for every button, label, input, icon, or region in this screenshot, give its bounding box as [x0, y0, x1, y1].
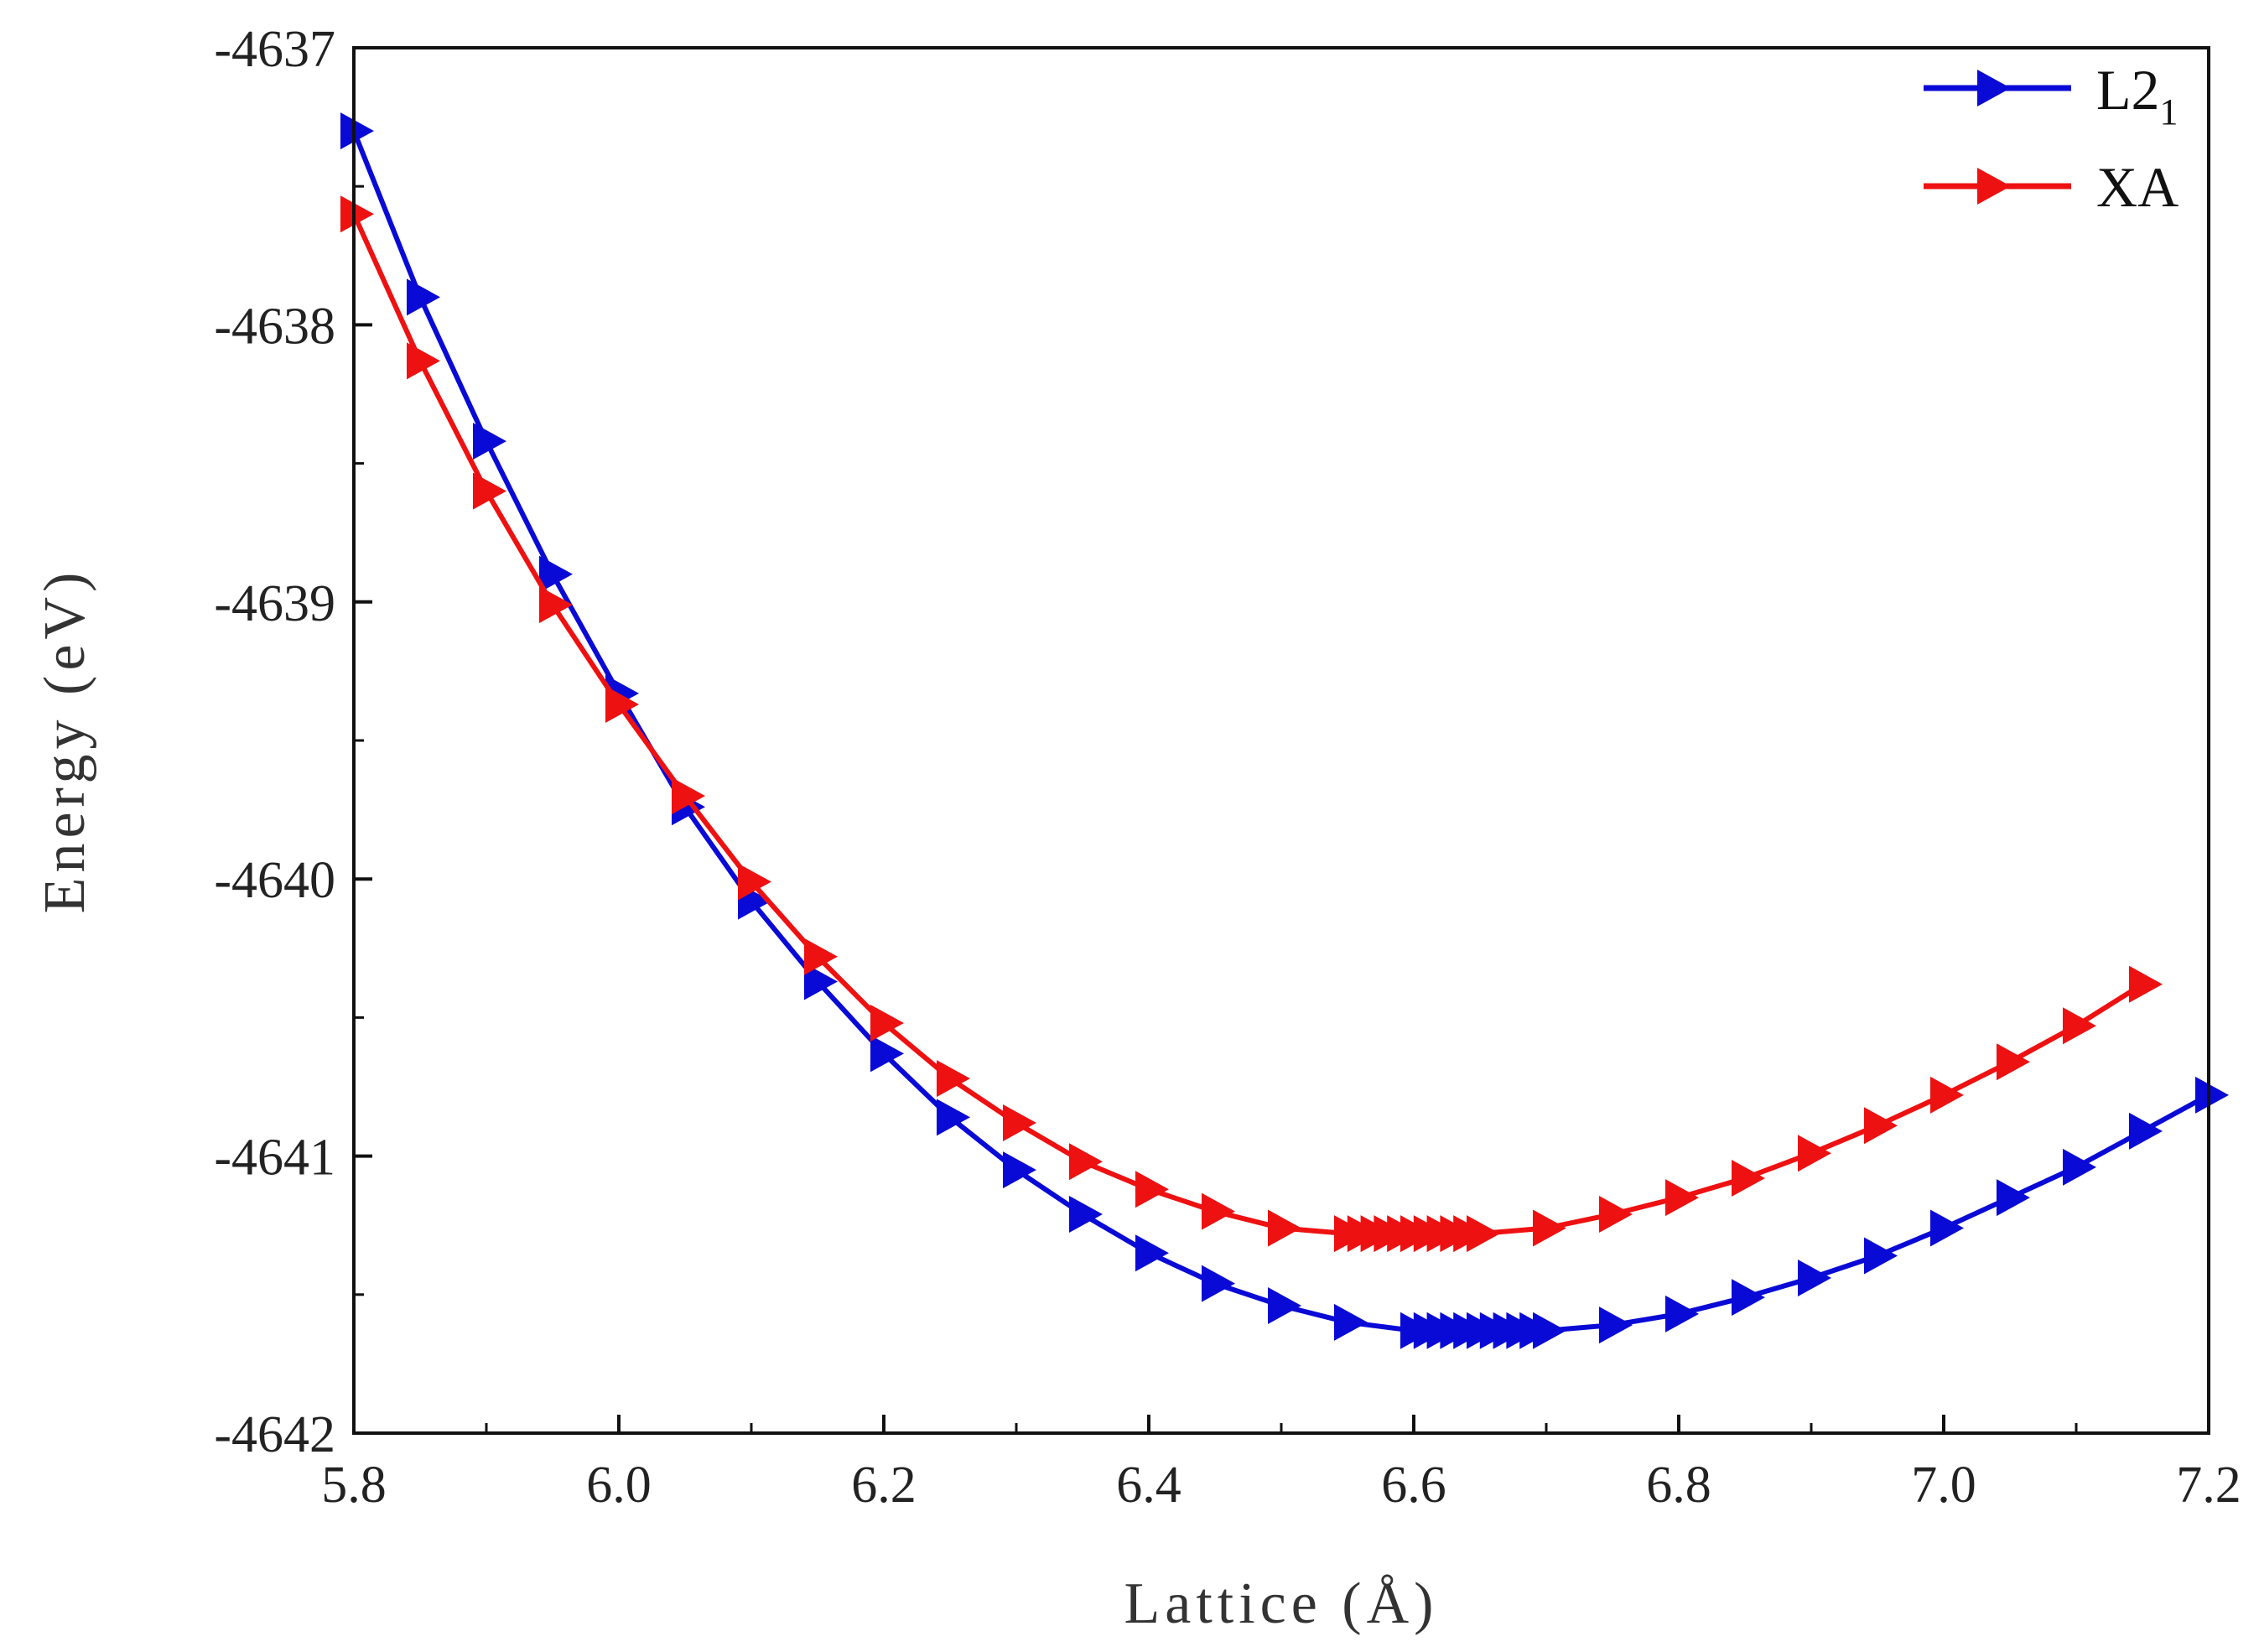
- data-point-l21: [1599, 1307, 1633, 1344]
- data-point-l21: [1135, 1234, 1169, 1272]
- y-tick-label: -4638: [214, 298, 335, 355]
- data-point-l21: [2129, 1112, 2163, 1150]
- data-point-l21: [1268, 1287, 1301, 1325]
- x-tick-label: 6.4: [1116, 1457, 1181, 1514]
- y-axis-title: Energy (eV): [33, 568, 97, 914]
- data-point-l21: [1069, 1195, 1103, 1233]
- data-point-l21: [539, 555, 573, 593]
- data-point-l21: [1997, 1179, 2030, 1217]
- data-point-xa: [738, 863, 771, 901]
- data-point-xa: [1467, 1215, 1500, 1253]
- data-point-l21: [1665, 1295, 1699, 1333]
- data-point-l21: [1930, 1209, 1964, 1247]
- x-tick-label: 5.8: [321, 1457, 387, 1514]
- data-point-xa: [407, 342, 440, 380]
- legend-label-xa: XA: [2096, 155, 2179, 219]
- data-point-xa: [1003, 1104, 1036, 1141]
- data-point-xa: [870, 1005, 904, 1042]
- legend-marker-l21: [1977, 70, 2011, 106]
- data-point-xa: [2063, 1007, 2096, 1045]
- data-point-l21: [804, 963, 838, 1000]
- data-point-l21: [1334, 1303, 1368, 1341]
- data-point-xa: [1069, 1143, 1103, 1181]
- data-point-xa: [1665, 1179, 1699, 1217]
- data-point-xa: [1930, 1076, 1964, 1114]
- data-point-xa: [1732, 1160, 1765, 1197]
- data-point-xa: [1135, 1171, 1169, 1208]
- data-point-l21: [937, 1099, 970, 1136]
- y-tick-label: -4640: [214, 852, 335, 909]
- data-point-l21: [2195, 1076, 2229, 1114]
- x-tick-label: 6.0: [586, 1457, 652, 1514]
- data-point-xa: [1533, 1209, 1566, 1247]
- legend-label-l21-main: L2: [2096, 58, 2160, 122]
- data-point-xa: [1202, 1192, 1235, 1230]
- data-point-l21: [1533, 1312, 1566, 1349]
- data-point-l21: [1732, 1279, 1765, 1317]
- data-point-xa: [605, 686, 639, 724]
- y-tick-label: -4642: [214, 1406, 335, 1463]
- y-tick-label: -4637: [214, 21, 335, 78]
- data-point-l21: [870, 1035, 904, 1073]
- data-point-l21: [1003, 1151, 1036, 1189]
- x-axis-title: Lattice (Å): [1124, 1571, 1439, 1636]
- data-point-xa: [2129, 965, 2163, 1003]
- legend-marker-xa: [1977, 168, 2011, 205]
- data-point-xa: [1268, 1209, 1301, 1247]
- legend-label-l21-sub: 1: [2160, 91, 2179, 132]
- data-point-xa: [1864, 1107, 1898, 1145]
- y-tick-label: -4641: [214, 1130, 335, 1187]
- data-point-l21: [407, 278, 440, 316]
- series-layer: [340, 112, 2229, 1349]
- data-point-xa: [1599, 1195, 1633, 1233]
- y-tick-label: -4639: [214, 575, 335, 632]
- x-tick-label: 6.2: [851, 1457, 917, 1514]
- x-tick-label: 6.6: [1381, 1457, 1446, 1514]
- series-line-xa: [351, 212, 2144, 1237]
- data-point-xa: [1798, 1135, 1831, 1172]
- data-point-xa: [672, 777, 705, 815]
- x-tick-label: 7.2: [2176, 1457, 2241, 1514]
- data-point-l21: [2063, 1148, 2096, 1186]
- data-point-xa: [473, 472, 506, 510]
- x-tick-label: 7.0: [1911, 1457, 1976, 1514]
- data-point-xa: [1997, 1043, 2030, 1081]
- data-point-xa: [340, 195, 374, 233]
- legend: L21 XA: [1924, 58, 2179, 219]
- series-line-l21: [351, 129, 2210, 1333]
- data-point-l21: [473, 423, 506, 460]
- legend-label-l21: L21: [2096, 58, 2179, 132]
- data-point-xa: [804, 938, 838, 975]
- data-point-l21: [1864, 1237, 1898, 1275]
- data-point-xa: [937, 1060, 970, 1098]
- data-point-l21: [1798, 1259, 1831, 1296]
- x-tick-label: 6.8: [1646, 1457, 1711, 1514]
- data-point-xa: [539, 586, 573, 624]
- ticks-layer: 5.8 6.0 6.2 6.4 6.6 6.8 7.0 7.2 -4642 -4641 -4640 -…: [214, 21, 2241, 1514]
- data-point-l21: [1202, 1265, 1235, 1302]
- data-point-l21: [340, 112, 374, 150]
